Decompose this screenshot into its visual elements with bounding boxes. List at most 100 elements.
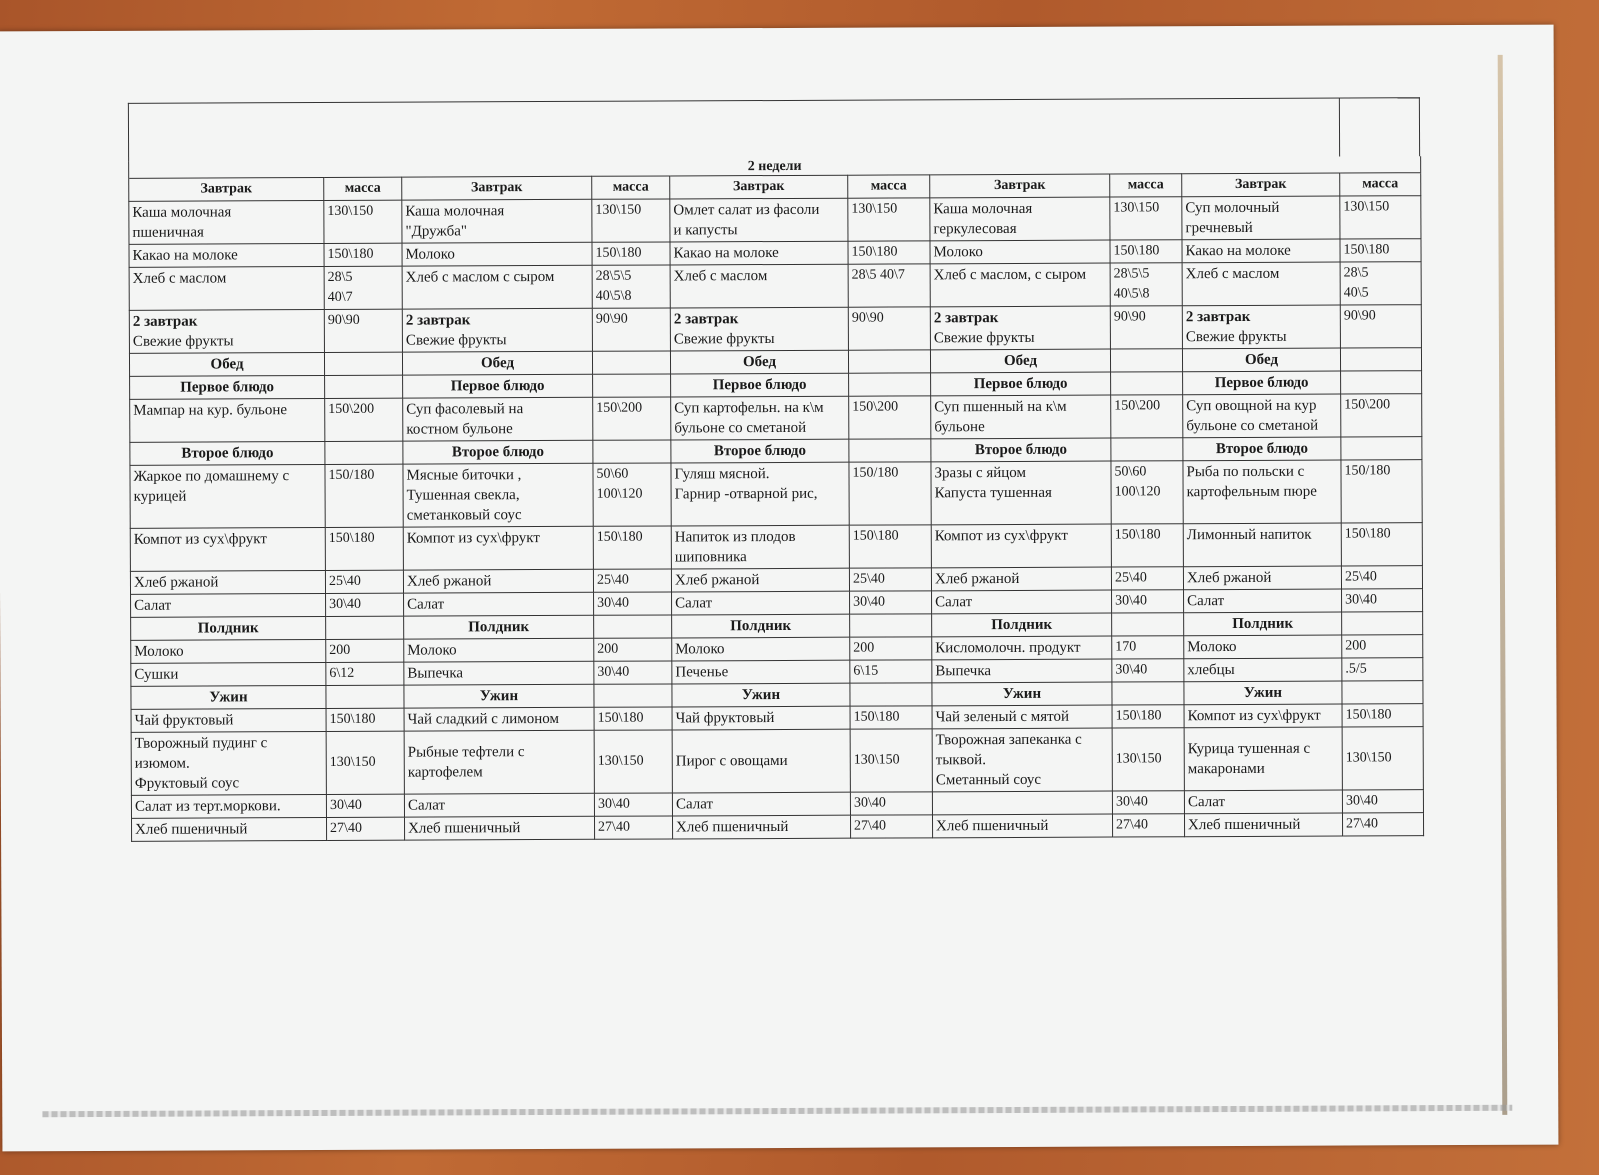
dish-mass: 130\150 — [591, 198, 670, 243]
dish-name: Хлеб ржаной — [671, 568, 850, 592]
dish-name: Суп картофельн. на к\м бульоне со сметан… — [670, 396, 849, 440]
section-title: Второе блюдо — [402, 440, 593, 465]
dish-name: Гуляш мясной. Гарнир -отварной рис, — [670, 462, 850, 526]
dish-mass: 130\150 — [850, 728, 933, 793]
dish-mass: 150\200 — [848, 395, 931, 440]
mass-cell — [1341, 611, 1423, 636]
dish-mass: 28\5\5 40\5\8 — [1110, 262, 1183, 307]
dish-name: Зразы с яйцом Капуста тушенная — [930, 461, 1112, 525]
dish-name: Творожная запеканка с тыквой. Сметанный … — [932, 728, 1113, 792]
mass-cell — [849, 613, 932, 638]
header-mass: масса — [1109, 173, 1182, 198]
mass-cell — [1110, 348, 1183, 373]
dish-name: Хлеб ржаной — [931, 567, 1112, 591]
mass-cell — [1110, 371, 1183, 396]
dish-mass: 150\200 — [1340, 393, 1422, 438]
dish-name: Салат — [404, 793, 595, 818]
dish-mass: 6\15 — [849, 659, 932, 684]
mass-cell — [849, 682, 933, 707]
dish-mass: 50\60 100\120 — [1110, 460, 1184, 525]
dish-mass: 25\40 — [1341, 565, 1423, 590]
dish-mass: 150\180 — [1112, 704, 1185, 729]
table-row: Творожный пудинг с изюмом. Фруктовый соу… — [131, 726, 1424, 796]
dish-mass: 150\180 — [1111, 523, 1184, 568]
mass-cell — [1340, 347, 1422, 372]
dish-name: Хлеб с маслом — [129, 266, 325, 311]
dish-name: Компот из сух\фрукт — [1184, 704, 1343, 728]
table-top-row — [127, 97, 1421, 162]
dish-name: Какао на молоке — [1181, 239, 1341, 263]
dish-name: Хлеб с маслом — [1182, 262, 1341, 306]
dish-mass: 150\180 — [1341, 522, 1423, 567]
dish-mass: 30\40 — [850, 791, 933, 816]
menu-table: 2 недели Завтрак масса Завтрак масса Завтрак м… — [128, 156, 1424, 842]
dish-mass: 200 — [325, 639, 404, 663]
dish-name: Компот из сух\фрукт — [403, 526, 594, 571]
dish-mass: 150/180 — [848, 461, 932, 526]
dish-mass: 170 — [1111, 635, 1184, 660]
dish-name: Салат из терт.моркови. — [131, 794, 327, 819]
dish-name: Напиток из плодов шиповника — [671, 525, 850, 569]
dish-name: 2 завтрак Свежие фрукты — [930, 306, 1111, 350]
table-row: 2 завтрак Свежие фрукты 90\90 2 завтрак Свеж… — [129, 304, 1422, 354]
dish-name: Хлеб ржаной — [130, 570, 326, 595]
header-meal: Завтрак — [929, 174, 1110, 198]
section-title: Полдник — [671, 614, 850, 638]
dish-mass: 27\40 — [1342, 812, 1424, 837]
dish-mass: 200 — [849, 636, 932, 661]
mass-cell — [324, 375, 403, 399]
dish-name: Суп пшенный на к\м бульоне — [930, 395, 1111, 439]
dish-name: Салат — [130, 593, 326, 618]
dish-name: Рыба по польски с картофельным пюре — [1182, 460, 1342, 524]
dish-name: Молоко — [130, 639, 326, 664]
dish-name: Хлеб с маслом, с сыром — [930, 263, 1111, 307]
second-breakfast-label: 2 завтрак — [1185, 308, 1251, 326]
section-title: Ужин — [931, 682, 1113, 706]
dish-mass: 27\40 — [326, 817, 405, 841]
dish-mass: 30\40 — [594, 792, 673, 817]
dish-name: Кисломолочн. продукт — [931, 636, 1112, 660]
dish-mass: 150\180 — [849, 524, 932, 569]
dish-name: Чай зеленый с мятой — [932, 705, 1113, 729]
dish-mass: 150/180 — [1340, 459, 1423, 524]
dish-name: Какао на молоке — [669, 241, 849, 265]
header-mass: масса — [1339, 172, 1421, 197]
dish-name: Молоко — [671, 637, 850, 661]
header-mass: масса — [591, 175, 670, 200]
dish-mass: 28\5\5 40\5\8 — [592, 264, 671, 309]
header-meal: Завтрак — [669, 175, 848, 199]
mass-cell — [1111, 681, 1185, 706]
dish-mass: 6\12 — [325, 662, 404, 686]
dish-mass: 130\150 — [1339, 195, 1422, 240]
section-title: Обед — [129, 352, 325, 377]
dish-name: Печенье — [671, 660, 850, 684]
dish-name: Хлеб пшеничный — [131, 817, 327, 842]
dish-mass: 150\180 — [591, 241, 671, 266]
dish-mass: 25\40 — [325, 570, 404, 594]
mass-cell — [324, 441, 403, 465]
section-title: Ужин — [403, 684, 595, 709]
dish-name: Хлеб пшеничный — [672, 815, 851, 839]
section-title: Обед — [670, 350, 849, 374]
header-meal: Завтрак — [1181, 173, 1340, 197]
dish-mass: 150\180 — [847, 240, 931, 265]
dish-name: Чай сладкий с лимоном — [404, 707, 595, 732]
table-row: Мампар на кур. бульоне 150\200 Суп фасолев… — [129, 393, 1422, 443]
dish-mass: 150\180 — [1342, 703, 1424, 728]
dish-name: Курица тушенная с макаронами — [1184, 727, 1343, 791]
section-title: Ужин — [671, 683, 851, 707]
dish-mass: 28\5 40\5 — [1340, 261, 1422, 306]
dish-name: Компот из сух\фрукт — [931, 524, 1112, 568]
dish-mass: 150\180 — [325, 527, 404, 571]
dish-name: Суп овощной на кур бульоне со сметаной — [1182, 394, 1341, 438]
dish-mass: 150\180 — [326, 708, 405, 732]
header-mass: масса — [323, 177, 402, 201]
section-title: Второе блюдо — [670, 439, 849, 463]
table-row: Хлеб с маслом 28\5 40\7 Хлеб с маслом с сы… — [129, 261, 1422, 311]
dish-name: Хлеб пшеничный — [932, 814, 1113, 838]
dish-name: Пирог с овощами — [672, 729, 851, 793]
dish-mass: 28\5 40\7 — [848, 263, 931, 308]
dish-mass: 130\150 — [847, 197, 930, 242]
dish-name: хлебцы — [1183, 658, 1342, 682]
print-edge — [42, 1104, 1513, 1118]
